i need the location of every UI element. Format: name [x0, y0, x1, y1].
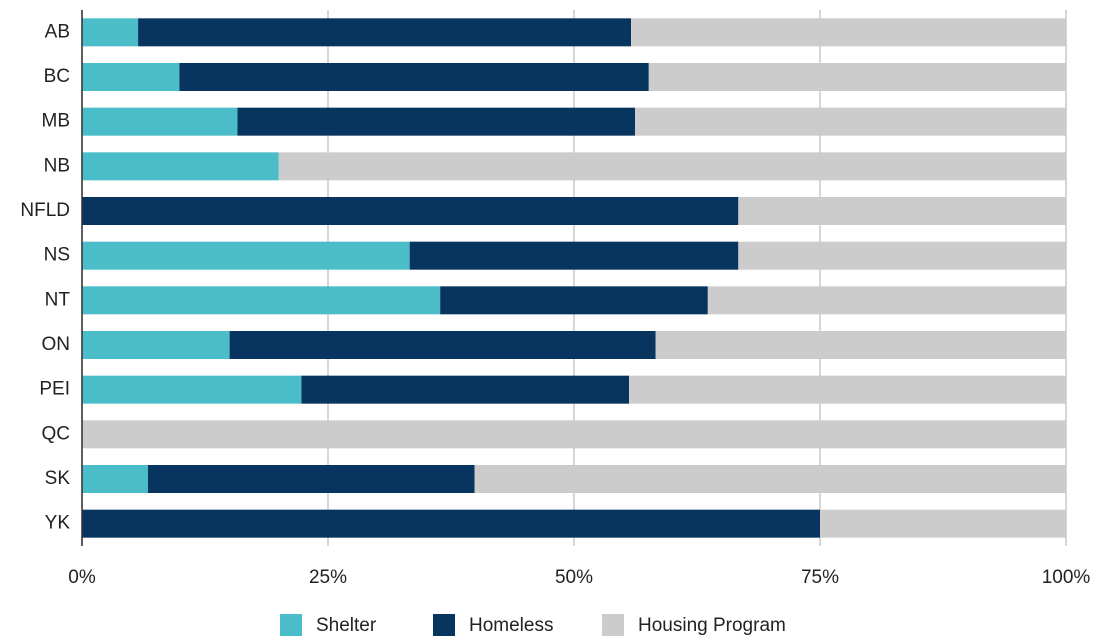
y-tick-label: AB: [45, 21, 70, 42]
bar-segment: [301, 375, 630, 404]
bar-segment: [655, 331, 1066, 359]
bar-segment: [82, 63, 180, 91]
bar-segment: [474, 465, 1067, 493]
bar-segment: [229, 331, 656, 359]
y-tick-label: NT: [45, 289, 71, 310]
bar-segment: [179, 63, 649, 91]
bar-segment: [738, 197, 1066, 225]
y-tick-label: NFLD: [20, 200, 70, 221]
x-tick-label: 75%: [801, 567, 839, 588]
legend-label: Shelter: [316, 615, 377, 636]
bar-segment: [738, 241, 1066, 270]
legend-swatch: [602, 614, 624, 636]
y-tick-label: MB: [42, 111, 71, 132]
bar-segment: [440, 286, 708, 315]
bar-segment: [138, 18, 632, 47]
bar-segment: [82, 509, 820, 538]
legend-swatch: [433, 614, 455, 636]
x-tick-label: 25%: [309, 567, 347, 588]
y-tick-label: ON: [42, 334, 71, 355]
bar-segment: [409, 241, 739, 270]
y-tick-label: YK: [45, 513, 71, 534]
bar-segment: [82, 241, 410, 270]
bar-segment: [147, 465, 475, 493]
bar-segment: [82, 375, 302, 404]
y-tick-label: BC: [44, 66, 70, 87]
y-tick-label: NB: [44, 155, 70, 176]
bar-segment: [82, 197, 739, 225]
bar-segment: [82, 107, 238, 136]
bar-segment: [82, 420, 1066, 449]
x-tick-label: 50%: [555, 567, 593, 588]
y-tick-label: NS: [44, 245, 70, 266]
bar-segment: [631, 18, 1066, 47]
legend-swatch: [280, 614, 302, 636]
bar-segment: [629, 375, 1066, 404]
bar-segment: [820, 509, 1066, 538]
y-tick-label: PEI: [39, 379, 70, 400]
bar-segment: [237, 107, 636, 136]
bar-segment: [635, 107, 1066, 136]
bar-segment: [648, 63, 1066, 91]
bar-segment: [82, 465, 148, 493]
bar-segment: [82, 331, 230, 359]
legend-label: Homeless: [469, 615, 553, 636]
y-tick-label: QC: [42, 423, 71, 444]
bar-segment: [278, 152, 1066, 181]
bar-segment: [707, 286, 1066, 315]
bar-segment: [82, 286, 441, 315]
x-tick-label: 100%: [1042, 567, 1091, 588]
x-tick-label: 0%: [68, 567, 96, 588]
legend-label: Housing Program: [638, 615, 786, 636]
y-tick-label: SK: [45, 468, 71, 489]
bar-segment: [82, 18, 139, 47]
bar-segment: [82, 152, 279, 181]
